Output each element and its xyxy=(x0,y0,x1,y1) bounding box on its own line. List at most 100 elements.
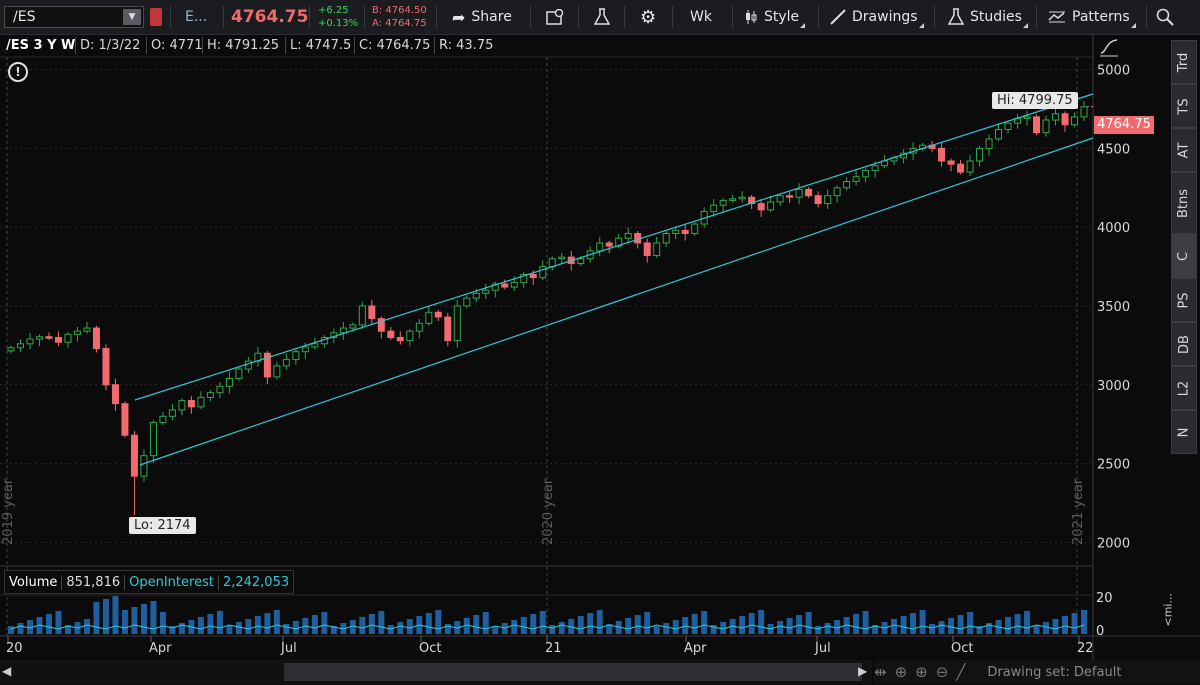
side-tab-trd[interactable]: Trd xyxy=(1171,40,1197,84)
settings-button[interactable]: ⚙ xyxy=(640,0,656,34)
candle-body xyxy=(757,203,765,211)
flask-button[interactable] xyxy=(594,0,610,34)
candle-body xyxy=(966,160,974,173)
candle-body xyxy=(73,330,81,335)
candle-body xyxy=(83,327,91,332)
drawings-label: Drawings xyxy=(852,9,918,25)
collapsed-panel-hint[interactable]: <mi... xyxy=(1161,593,1175,627)
candlestick-icon xyxy=(746,10,757,24)
volume-bar xyxy=(292,621,299,634)
scroll-right-icon[interactable]: ▶ xyxy=(858,664,868,678)
alert-flag-icon[interactable] xyxy=(150,8,162,26)
candle-body xyxy=(510,281,518,288)
info-low: L: 4747.5 xyxy=(290,38,352,53)
search-button[interactable] xyxy=(1156,0,1174,34)
side-tab-ps[interactable]: PS xyxy=(1171,278,1197,322)
volume-bar xyxy=(330,626,337,634)
share-button[interactable]: ➦ Share xyxy=(452,0,512,34)
period-selector[interactable]: Wk xyxy=(690,0,712,34)
candle-body xyxy=(26,338,34,345)
chart-mode-icon[interactable] xyxy=(1098,36,1120,58)
volume-bar xyxy=(245,619,252,634)
volume-bar xyxy=(948,618,955,634)
side-tab-c[interactable]: C xyxy=(1171,234,1197,278)
info-symbol-period: /ES 3 Y W xyxy=(6,38,76,53)
drawing-set-label[interactable]: Drawing set: Default xyxy=(987,664,1122,680)
year-label: 2021 year xyxy=(1071,478,1086,545)
scroll-left-icon[interactable]: ◀ xyxy=(2,664,12,678)
volume-bar xyxy=(739,616,746,634)
time-scrollbar[interactable]: ◀ ▶ xyxy=(0,660,872,684)
side-tab-db[interactable]: DB xyxy=(1171,322,1197,366)
candle-body xyxy=(653,242,661,257)
alert-info-icon[interactable]: ! xyxy=(8,62,28,82)
volume-bar xyxy=(929,624,936,634)
volume-axis-zero: 0 xyxy=(1096,624,1105,639)
zoom-in-icon[interactable]: ⊕ xyxy=(915,663,928,681)
year-label: 2020 year xyxy=(541,478,556,545)
candle-body xyxy=(662,232,670,244)
volume-bar xyxy=(777,621,784,634)
candle-body xyxy=(1023,116,1031,119)
time-axis-label: 21 xyxy=(545,641,562,656)
zoom-out-icon[interactable]: ⊖ xyxy=(935,663,949,681)
drawing-tool-icon[interactable]: ╱ xyxy=(956,663,966,681)
crosshair-icon[interactable]: ⊕ xyxy=(894,663,908,681)
volume-bar xyxy=(112,596,119,634)
volume-bar xyxy=(957,615,964,634)
candle-body xyxy=(197,396,205,408)
patterns-menu[interactable]: Patterns xyxy=(1048,0,1136,34)
volume-bar xyxy=(910,613,917,634)
side-tab-btns[interactable]: Btns xyxy=(1171,172,1197,234)
expand-icon[interactable]: ⇹ xyxy=(874,663,887,681)
symbol-selector[interactable]: /ES ▼ xyxy=(4,6,144,28)
scrollbar-thumb[interactable] xyxy=(284,663,862,681)
price-axis-label: 2000 xyxy=(1097,536,1130,551)
candle-body xyxy=(795,188,803,198)
side-tab-l2[interactable]: L2 xyxy=(1171,366,1197,410)
candle-body xyxy=(520,273,528,283)
chart-toolbar: /ES ▼ E... 4764.75 +6.25 +0.13% B: 4764.… xyxy=(0,0,1200,35)
style-menu[interactable]: Style xyxy=(744,0,806,34)
symbol-input[interactable]: /ES xyxy=(13,9,36,25)
volume-axis-label: 20 xyxy=(1096,591,1113,606)
submenu-corner-icon xyxy=(1130,23,1136,28)
candle-body xyxy=(206,392,214,398)
volume-bar xyxy=(321,612,328,634)
candle-body xyxy=(786,195,794,198)
candle-body xyxy=(558,256,566,260)
candle-body xyxy=(1004,122,1012,130)
candle-body xyxy=(947,160,955,165)
volume-bar xyxy=(45,614,52,634)
candle-body xyxy=(605,242,613,247)
volume-bar xyxy=(986,623,993,634)
chart-settings-button[interactable] xyxy=(546,0,564,34)
candle-body xyxy=(273,365,281,378)
candle-body xyxy=(64,333,72,343)
candle-body xyxy=(54,337,62,343)
studies-menu[interactable]: Studies xyxy=(948,0,1028,34)
volume-bar xyxy=(131,607,138,634)
volume-bar xyxy=(587,613,594,634)
candle-body xyxy=(111,384,119,405)
drawings-menu[interactable]: Drawings xyxy=(830,0,924,34)
oi-label: OpenInterest xyxy=(124,574,218,590)
time-axis-label: Apr xyxy=(149,641,172,656)
channel-upper-line xyxy=(134,93,1094,401)
candle-body xyxy=(453,305,461,342)
side-tab-n[interactable]: N xyxy=(1171,410,1197,454)
candle-body xyxy=(225,377,233,387)
volume-bar xyxy=(55,611,62,634)
info-open: O: 4771 xyxy=(151,38,203,53)
search-icon xyxy=(1156,8,1174,26)
volume-bar xyxy=(1005,617,1012,634)
volume-bar xyxy=(226,625,233,634)
volume-bar xyxy=(359,617,366,634)
chevron-down-icon[interactable]: ▼ xyxy=(123,9,141,25)
side-tab-at[interactable]: AT xyxy=(1171,128,1197,172)
volume-bar xyxy=(625,618,632,634)
volume-bar xyxy=(644,612,651,634)
volume-bar xyxy=(539,611,546,634)
side-tab-ts[interactable]: TS xyxy=(1171,84,1197,128)
